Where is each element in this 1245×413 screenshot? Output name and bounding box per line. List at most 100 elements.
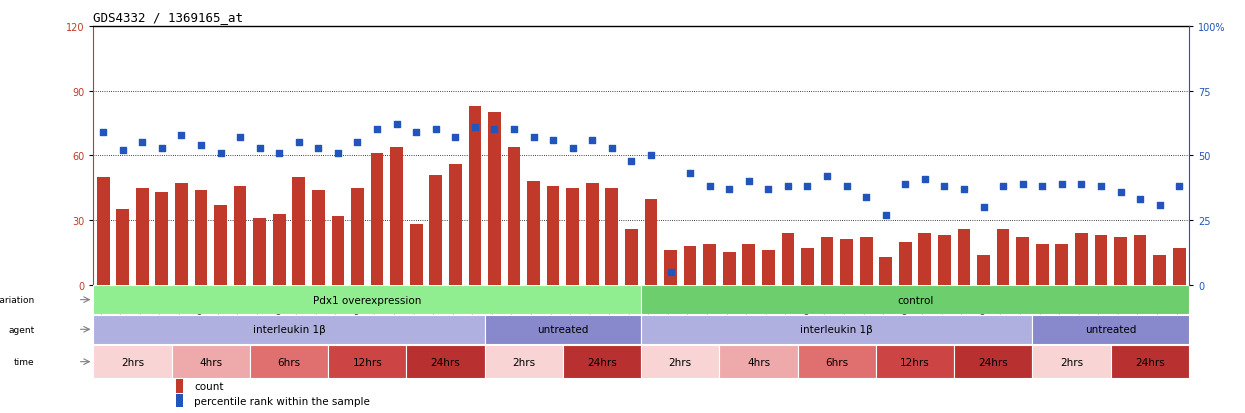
Point	[857, 194, 876, 201]
Point	[563, 145, 583, 152]
Bar	[641, 286, 1189, 314]
Text: percentile rank within the sample: percentile rank within the sample	[194, 396, 370, 406]
Point	[621, 158, 641, 164]
Bar	[410, 225, 422, 285]
Point	[935, 184, 955, 190]
Bar	[977, 255, 990, 285]
Point	[327, 150, 347, 157]
Point	[1169, 184, 1189, 190]
Bar	[641, 315, 1032, 344]
Bar	[1056, 244, 1068, 285]
Text: agent: agent	[9, 325, 35, 334]
Bar	[250, 345, 329, 379]
Bar	[919, 233, 931, 285]
Text: count: count	[194, 381, 224, 391]
Bar	[879, 257, 893, 285]
Bar	[957, 229, 970, 285]
Point	[347, 140, 367, 146]
Bar	[331, 216, 345, 285]
Text: 24hrs: 24hrs	[431, 357, 461, 367]
Point	[954, 186, 974, 193]
Bar	[176, 184, 188, 285]
Point	[367, 127, 387, 133]
Point	[93, 129, 113, 136]
Text: genotype/variation: genotype/variation	[0, 295, 35, 304]
Point	[1012, 181, 1032, 188]
Text: 2hrs: 2hrs	[121, 357, 144, 367]
Bar	[563, 345, 641, 379]
Bar	[840, 240, 853, 285]
Bar	[899, 242, 911, 285]
Point	[1149, 202, 1169, 208]
Point	[700, 184, 720, 190]
Point	[426, 127, 446, 133]
Text: 24hrs: 24hrs	[1135, 357, 1165, 367]
Bar	[762, 251, 774, 285]
Point	[269, 150, 289, 157]
Bar	[703, 244, 716, 285]
Point	[1091, 184, 1111, 190]
Bar	[176, 394, 183, 407]
Point	[250, 145, 270, 152]
Text: 24hrs: 24hrs	[588, 357, 618, 367]
Bar	[801, 249, 814, 285]
Bar	[645, 199, 657, 285]
Bar	[273, 214, 285, 285]
Text: 4hrs: 4hrs	[747, 357, 771, 367]
Text: 12hrs: 12hrs	[900, 357, 930, 367]
Point	[837, 184, 857, 190]
Point	[738, 178, 758, 185]
Point	[680, 171, 700, 177]
Point	[1072, 181, 1092, 188]
Bar	[1111, 345, 1189, 379]
Bar	[468, 107, 482, 285]
Text: interleukin 1β: interleukin 1β	[253, 325, 325, 335]
Bar	[684, 247, 696, 285]
Bar	[390, 147, 403, 285]
Bar	[136, 188, 148, 285]
Point	[406, 129, 426, 136]
Bar	[782, 233, 794, 285]
Point	[113, 147, 133, 154]
Bar	[176, 379, 183, 393]
Text: 2hrs: 2hrs	[512, 357, 535, 367]
Point	[758, 186, 778, 193]
Bar	[329, 345, 406, 379]
Text: 24hrs: 24hrs	[979, 357, 1008, 367]
Bar	[194, 190, 208, 285]
Point	[1130, 197, 1150, 203]
Text: 6hrs: 6hrs	[278, 357, 300, 367]
Bar	[234, 186, 247, 285]
Text: 4hrs: 4hrs	[199, 357, 223, 367]
Bar	[1074, 233, 1088, 285]
Point	[524, 135, 544, 141]
Point	[641, 153, 661, 159]
Bar	[93, 315, 484, 344]
Bar	[742, 244, 756, 285]
Point	[190, 142, 210, 149]
Bar	[997, 229, 1010, 285]
Bar	[937, 235, 951, 285]
Text: Pdx1 overexpression: Pdx1 overexpression	[312, 295, 422, 305]
Bar	[820, 238, 833, 285]
Point	[994, 184, 1013, 190]
Bar	[214, 206, 227, 285]
Bar	[641, 345, 720, 379]
Bar	[527, 182, 540, 285]
Point	[172, 132, 192, 139]
Bar	[1094, 235, 1107, 285]
Bar	[876, 345, 954, 379]
Point	[387, 122, 407, 128]
Bar	[406, 345, 484, 379]
Bar	[1016, 238, 1030, 285]
Bar	[723, 253, 736, 285]
Bar	[798, 345, 876, 379]
Bar	[508, 147, 520, 285]
Bar	[586, 184, 599, 285]
Point	[778, 184, 798, 190]
Bar	[351, 188, 364, 285]
Text: untreated: untreated	[538, 325, 589, 335]
Point	[230, 135, 250, 141]
Bar	[1032, 345, 1111, 379]
Point	[210, 150, 230, 157]
